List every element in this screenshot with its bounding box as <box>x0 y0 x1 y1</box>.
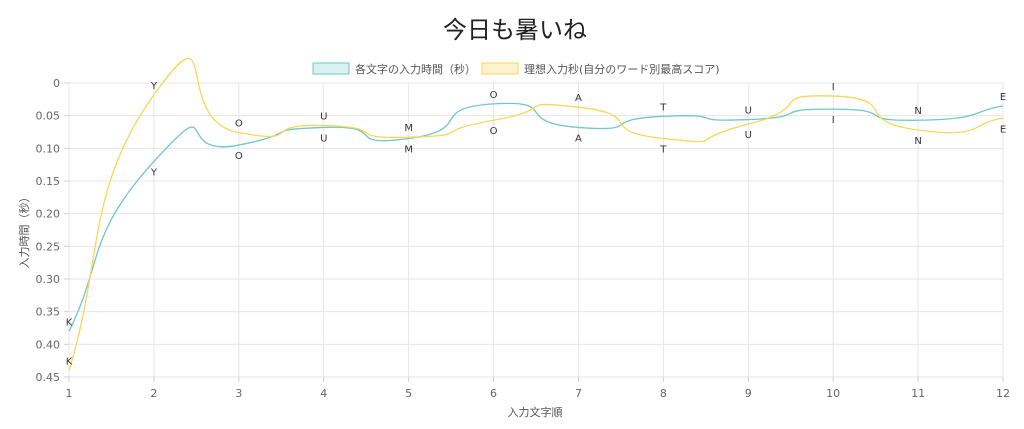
data-label-series-1: O <box>490 90 498 101</box>
legend-label-series-2[interactable]: 理想入力秒(自分のワード別最高スコア) <box>524 62 720 76</box>
grid <box>68 82 1004 378</box>
x-tick-label: 11 <box>911 387 925 400</box>
x-tick-label: 1 <box>66 387 73 400</box>
data-label-series-2: Y <box>150 81 158 92</box>
data-label-series-1: T <box>659 102 667 113</box>
legend-swatch-series-1[interactable] <box>312 62 350 75</box>
data-label-series-1: I <box>832 115 835 126</box>
data-label-series-2: U <box>745 130 752 141</box>
series-layer <box>68 57 1004 371</box>
x-tick-label: 8 <box>660 387 667 400</box>
y-tick-label: 0.05 <box>36 110 61 123</box>
y-axis-title: 入力時間（秒） <box>17 192 31 269</box>
data-labels: K Y O U M O A T U I N E K Y O U M O A T U I N E <box>66 81 1006 368</box>
data-label-series-1: K <box>66 317 73 328</box>
y-tick-label: 0.10 <box>36 142 61 155</box>
data-label-series-1: E <box>1000 92 1006 103</box>
x-axis: 1 2 3 4 5 6 7 8 9 10 11 12 <box>66 377 1010 400</box>
y-tick-label: 0.15 <box>36 175 61 188</box>
y-tick-label: 0.25 <box>36 240 61 253</box>
data-label-series-2: M <box>404 123 413 134</box>
chart-title: 今日も暑いね <box>443 16 587 44</box>
x-tick-label: 6 <box>490 387 497 400</box>
data-label-series-2: E <box>1000 124 1006 135</box>
data-label-series-2: O <box>235 119 243 130</box>
data-label-series-2: U <box>320 111 327 122</box>
data-label-series-2: A <box>575 93 582 104</box>
data-label-series-1: M <box>404 145 413 156</box>
legend-label-series-1[interactable]: 各文字の入力時間（秒） <box>355 62 476 76</box>
y-tick-label: 0.30 <box>36 273 61 286</box>
data-label-series-2: T <box>659 145 667 156</box>
series-line-2 <box>68 57 1004 371</box>
data-label-series-2: O <box>490 126 498 137</box>
series-line-1 <box>68 102 1004 332</box>
legend-swatch-series-2[interactable] <box>481 62 519 75</box>
x-tick-label: 12 <box>996 387 1010 400</box>
y-tick-label: 0.35 <box>36 306 61 319</box>
x-tick-label: 9 <box>745 387 752 400</box>
y-tick-label: 0 <box>53 77 60 90</box>
data-label-series-2: I <box>832 82 835 93</box>
data-label-series-2: N <box>914 136 921 147</box>
x-tick-label: 2 <box>150 387 157 400</box>
x-tick-label: 5 <box>405 387 412 400</box>
x-tick-label: 4 <box>320 387 327 400</box>
data-label-series-1: U <box>320 133 327 144</box>
data-label-series-2: K <box>66 356 73 367</box>
data-label-series-1: Y <box>150 167 158 178</box>
x-tick-label: 3 <box>235 387 242 400</box>
data-label-series-1: A <box>575 133 582 144</box>
legend: 各文字の入力時間（秒） 理想入力秒(自分のワード別最高スコア) <box>312 62 720 76</box>
x-axis-title: 入力文字順 <box>508 405 563 419</box>
x-tick-label: 10 <box>826 387 840 400</box>
data-label-series-1: O <box>235 151 243 162</box>
y-tick-label: 0.45 <box>36 371 61 384</box>
x-tick-label: 7 <box>575 387 582 400</box>
data-label-series-1: N <box>914 106 921 117</box>
y-axis: 0 0.05 0.10 0.15 0.20 0.25 0.30 0.35 0.40 0.45 <box>36 77 69 384</box>
data-label-series-1: U <box>745 106 752 117</box>
y-tick-label: 0.40 <box>36 338 61 351</box>
y-tick-label: 0.20 <box>36 208 61 221</box>
